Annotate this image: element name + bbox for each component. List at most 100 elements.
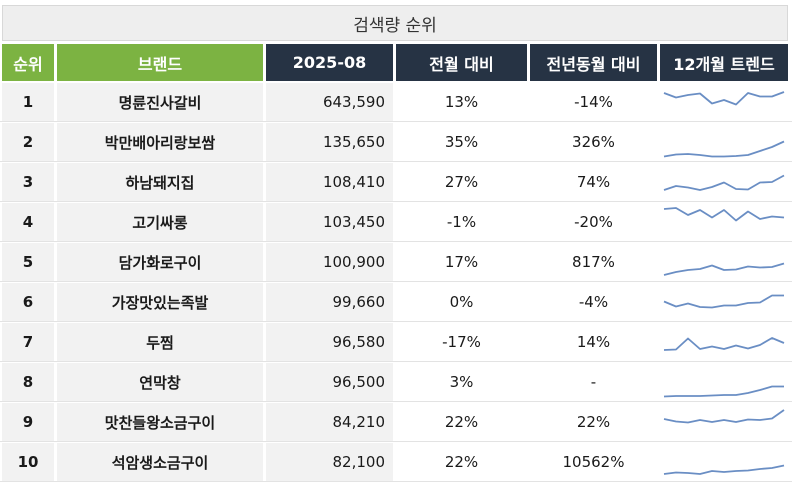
- yoy-change-cell: 74%: [530, 163, 657, 201]
- trend-sparkline: [663, 464, 785, 475]
- mom-change-cell: -1%: [396, 203, 527, 241]
- header-current-month: 2025-08: [266, 44, 393, 81]
- brand-cell: 담가화로구이: [57, 243, 263, 281]
- table-row: 3 하남돼지집 108,410 27% 74%: [0, 163, 792, 201]
- trend-sparkline-cell: [660, 163, 788, 201]
- rank-cell: 10: [2, 443, 54, 481]
- brand-cell: 연막창: [57, 363, 263, 401]
- table-row: 9 맛찬들왕소금구이 84,210 22% 22%: [0, 403, 792, 441]
- header-trend: 12개월 트렌드: [660, 44, 788, 81]
- current-volume-cell: 135,650: [266, 123, 393, 161]
- rank-cell: 3: [2, 163, 54, 201]
- trend-sparkline-cell: [660, 403, 788, 441]
- brand-cell: 고기싸롱: [57, 203, 263, 241]
- current-volume-cell: 96,500: [266, 363, 393, 401]
- row-divider: [0, 361, 792, 362]
- rank-cell: 7: [2, 323, 54, 361]
- trend-line: [663, 464, 785, 475]
- yoy-change-cell: -4%: [530, 283, 657, 321]
- trend-sparkline-cell: [660, 243, 788, 281]
- rank-cell: 2: [2, 123, 54, 161]
- mom-change-cell: 22%: [396, 403, 527, 441]
- trend-sparkline-cell: [660, 203, 788, 241]
- trend-sparkline-cell: [660, 363, 788, 401]
- mom-change-cell: 3%: [396, 363, 527, 401]
- trend-sparkline: [663, 91, 785, 106]
- trend-line: [663, 140, 785, 158]
- mom-change-cell: 27%: [396, 163, 527, 201]
- trend-sparkline: [663, 207, 785, 222]
- row-divider: [0, 441, 792, 442]
- trend-sparkline-cell: [660, 123, 788, 161]
- trend-line: [663, 337, 785, 351]
- current-volume-cell: 108,410: [266, 163, 393, 201]
- trend-sparkline: [663, 409, 785, 424]
- trend-line: [663, 385, 784, 398]
- yoy-change-cell: -14%: [530, 83, 657, 121]
- yoy-change-cell: 14%: [530, 323, 657, 361]
- yoy-change-cell: -: [530, 363, 657, 401]
- yoy-change-cell: 817%: [530, 243, 657, 281]
- current-volume-cell: 100,900: [266, 243, 393, 281]
- row-divider: [0, 241, 792, 242]
- table-row: 7 두찜 96,580 -17% 14%: [0, 323, 792, 361]
- trend-sparkline: [663, 262, 785, 276]
- table-row: 5 담가화로구이 100,900 17% 817%: [0, 243, 792, 281]
- trend-sparkline-cell: [660, 443, 788, 481]
- mom-change-cell: 17%: [396, 243, 527, 281]
- row-divider: [0, 321, 792, 322]
- header-rank: 순위: [2, 44, 54, 81]
- trend-line: [663, 409, 785, 424]
- yoy-change-cell: 10562%: [530, 443, 657, 481]
- row-divider: [0, 201, 792, 202]
- header-brand: 브랜드: [57, 44, 263, 81]
- table-row: 8 연막창 96,500 3% -: [0, 363, 792, 401]
- table-row: 2 박만배아리랑보쌈 135,650 35% 326%: [0, 123, 792, 161]
- trend-line: [663, 262, 785, 276]
- table-title: 검색량 순위: [2, 5, 788, 41]
- trend-line: [663, 207, 785, 222]
- table-row: 1 명륜진사갈비 643,590 13% -14%: [0, 83, 792, 121]
- yoy-change-cell: -20%: [530, 203, 657, 241]
- table-row: 4 고기싸롱 103,450 -1% -20%: [0, 203, 792, 241]
- trend-line: [663, 294, 784, 309]
- header-yoy: 전년동월 대비: [530, 44, 657, 81]
- row-divider: [0, 401, 792, 402]
- trend-sparkline: [663, 294, 784, 309]
- current-volume-cell: 103,450: [266, 203, 393, 241]
- row-divider: [0, 281, 792, 282]
- current-volume-cell: 82,100: [266, 443, 393, 481]
- mom-change-cell: 35%: [396, 123, 527, 161]
- brand-cell: 박만배아리랑보쌈: [57, 123, 263, 161]
- row-divider: [0, 121, 792, 122]
- brand-cell: 맛찬들왕소금구이: [57, 403, 263, 441]
- table-row: 6 가장맛있는족발 99,660 0% -4%: [0, 283, 792, 321]
- yoy-change-cell: 326%: [530, 123, 657, 161]
- mom-change-cell: 22%: [396, 443, 527, 481]
- current-volume-cell: 96,580: [266, 323, 393, 361]
- rank-cell: 6: [2, 283, 54, 321]
- trend-line: [663, 174, 785, 191]
- rank-cell: 9: [2, 403, 54, 441]
- header-mom: 전월 대비: [396, 44, 527, 81]
- rank-cell: 4: [2, 203, 54, 241]
- trend-sparkline: [663, 337, 785, 351]
- trend-sparkline-cell: [660, 323, 788, 361]
- brand-cell: 가장맛있는족발: [57, 283, 263, 321]
- brand-cell: 두찜: [57, 323, 263, 361]
- mom-change-cell: -17%: [396, 323, 527, 361]
- yoy-change-cell: 22%: [530, 403, 657, 441]
- current-volume-cell: 99,660: [266, 283, 393, 321]
- trend-line: [663, 91, 785, 106]
- trend-sparkline: [663, 174, 785, 191]
- trend-sparkline-cell: [660, 83, 788, 121]
- trend-sparkline: [663, 385, 784, 398]
- table-row: 10 석암생소금구이 82,100 22% 10562%: [0, 443, 792, 481]
- rank-cell: 8: [2, 363, 54, 401]
- brand-cell: 석암생소금구이: [57, 443, 263, 481]
- current-volume-cell: 643,590: [266, 83, 393, 121]
- row-divider: [0, 161, 792, 162]
- mom-change-cell: 0%: [396, 283, 527, 321]
- rank-cell: 1: [2, 83, 54, 121]
